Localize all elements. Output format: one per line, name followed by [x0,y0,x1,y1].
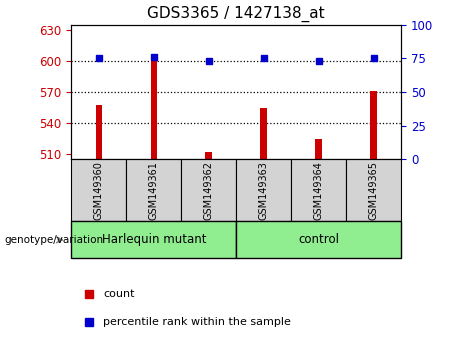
Text: control: control [298,233,339,246]
Text: GSM149363: GSM149363 [259,161,269,220]
Text: GSM149361: GSM149361 [149,161,159,220]
Bar [236,221,401,258]
Bar [181,159,236,221]
Text: genotype/variation: genotype/variation [5,235,104,245]
Bar [71,221,236,258]
Bar [206,152,212,159]
Text: GSM149362: GSM149362 [204,161,214,220]
Text: GSM149364: GSM149364 [313,161,324,220]
Bar [260,108,267,159]
Bar [95,105,102,159]
Text: GSM149360: GSM149360 [94,161,104,220]
Bar [126,159,181,221]
Text: GSM149365: GSM149365 [369,161,378,220]
Text: percentile rank within the sample: percentile rank within the sample [103,317,291,327]
Bar [315,139,322,159]
Bar [291,159,346,221]
Bar [370,91,377,159]
Bar [151,60,157,159]
Bar [236,159,291,221]
Text: count: count [103,289,135,299]
Bar [346,159,401,221]
Text: Harlequin mutant: Harlequin mutant [101,233,206,246]
Title: GDS3365 / 1427138_at: GDS3365 / 1427138_at [148,6,325,22]
Bar [71,159,126,221]
